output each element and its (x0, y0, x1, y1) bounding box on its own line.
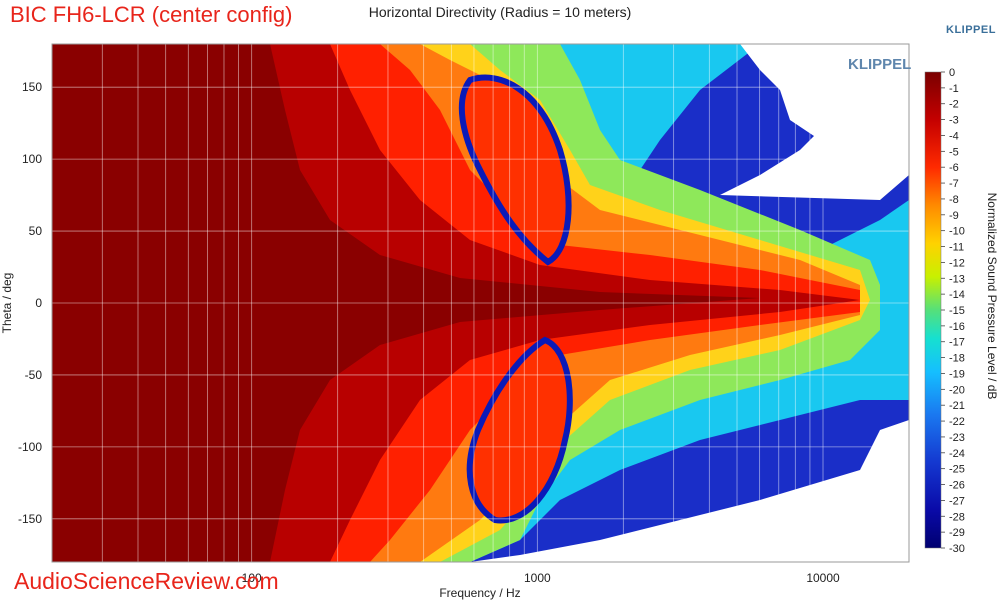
null-region-bottom-right (660, 495, 909, 562)
colorbar-tick-label: -17 (949, 337, 965, 349)
colorbar-tick-label: -24 (949, 448, 965, 460)
plot-frame (51, 43, 910, 563)
colorbar-tick-label: -9 (949, 210, 959, 222)
colorbar-tick-label: -12 (949, 257, 965, 269)
colorbar-tick-label: -28 (949, 511, 965, 523)
colorbar-tick-label: -25 (949, 464, 965, 476)
colorbar-tick-label: -10 (949, 226, 965, 238)
null-region-top-right (740, 44, 909, 170)
product-title: BIC FH6-LCR (center config) (10, 2, 293, 27)
colorbar-tick-label: -26 (949, 480, 965, 492)
upper-lobe (458, 74, 572, 266)
colorbar-tick-label: -16 (949, 321, 965, 333)
x-tick-label: 10000 (806, 571, 840, 585)
colorbar-tick-label: -11 (949, 242, 964, 254)
colorbar-tick-label: -4 (949, 130, 959, 142)
colorbar-tick-label: -2 (949, 99, 959, 111)
y-tick-label: -50 (25, 368, 43, 382)
y-tick-label: 50 (29, 224, 43, 238)
colorbar-tick-label: -5 (949, 146, 959, 158)
colorbar-tick-label: -18 (949, 353, 965, 365)
colorbar-tick-label: -21 (949, 400, 965, 412)
lower-lobe (466, 336, 573, 524)
y-tick-label: 0 (35, 296, 42, 310)
y-tick-label: 100 (22, 152, 42, 166)
colorbar-label: Normalized Sound Pressure Level / dB (985, 193, 999, 400)
colorbar-tick-label: -1 (949, 83, 959, 95)
colorbar-tick-label: -3 (949, 115, 959, 127)
x-tick-label: 1000 (524, 571, 551, 585)
x-tick-labels: 100 1000 10000 (242, 571, 840, 585)
x-axis-label: Frequency / Hz (439, 586, 520, 600)
brand-label: KLIPPEL (946, 24, 996, 36)
colorbar-tick-label: -19 (949, 368, 965, 380)
site-watermark: AudioScienceReview.com (14, 568, 279, 594)
colorbar-tick-label: -22 (949, 416, 965, 428)
colorbar-tick-label: -7 (949, 178, 959, 190)
colorbar-tick-labels: 0 -1 -2 -3 -4 -5 -6 -7 -8 -9 -10 -11 -12 -13 -14 -15 -16… (941, 67, 965, 555)
colorbar-tick-label: -20 (949, 384, 965, 396)
y-axis-label: Theta / deg (0, 273, 14, 334)
y-tick-label: -150 (18, 512, 42, 526)
x-tick-label: 100 (242, 571, 262, 585)
brand-logo: KLIPPEL (848, 56, 912, 73)
colorbar-tick-label: -8 (949, 194, 959, 206)
colorbar-tick-label: -27 (949, 495, 965, 507)
y-tick-labels: 150 100 50 0 -50 -100 -150 (18, 80, 42, 526)
y-tick-label: 150 (22, 80, 42, 94)
grid (52, 44, 909, 562)
colorbar-tick-label: -14 (949, 289, 965, 301)
colorbar-tick-label: -23 (949, 432, 965, 444)
chart-title: Horizontal Directivity (Radius = 10 mete… (369, 4, 632, 20)
colorbar-tick-label: -13 (949, 273, 965, 285)
colorbar-tick-label: 0 (949, 67, 955, 79)
colorbar-tick-label: -15 (949, 305, 965, 317)
colorbar (924, 71, 942, 549)
y-tick-label: -100 (18, 440, 42, 454)
colorbar-tick-label: -29 (949, 527, 965, 539)
colorbar-tick-label: -6 (949, 162, 959, 174)
colorbar-tick-label: -30 (949, 543, 965, 555)
